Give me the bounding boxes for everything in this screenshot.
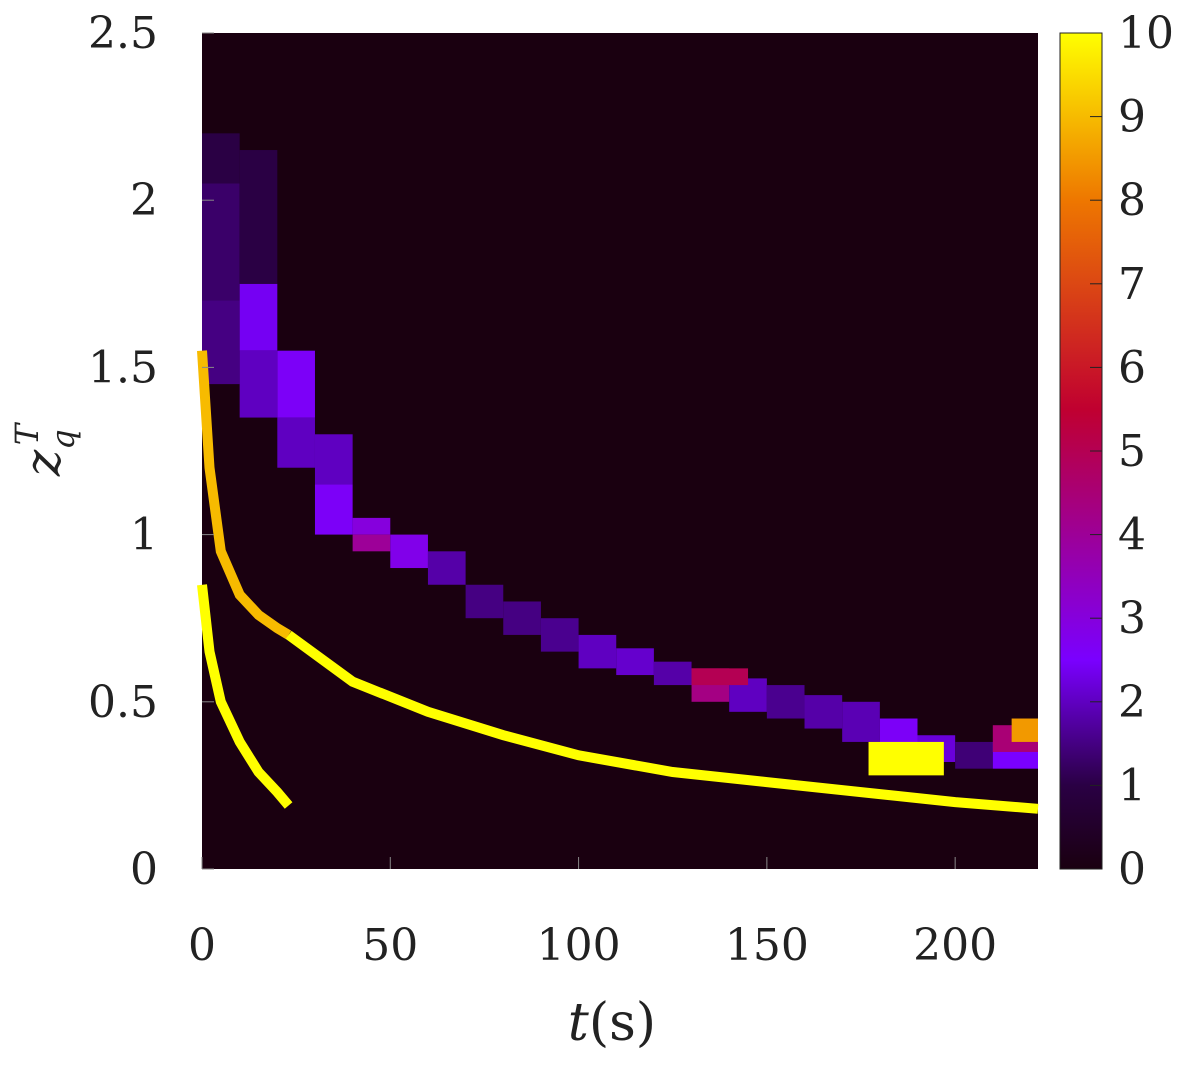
y-tick-label: 2.5: [88, 8, 158, 59]
heatmap-curves: [197, 350, 1039, 814]
colorbar-tick-label: 4: [1118, 510, 1146, 561]
heatmap-cell: [691, 668, 749, 686]
heatmap-cell: [868, 741, 944, 776]
colorbar-tick-label: 3: [1118, 593, 1146, 644]
heatmap-cell: [239, 150, 278, 284]
heatmap-cell: [465, 584, 504, 619]
x-tick-label: 50: [362, 920, 418, 971]
heatmap-curve: [197, 584, 293, 809]
colorbar-tick-label: 2: [1118, 677, 1146, 728]
colorbar-tick-label: 10: [1118, 8, 1174, 59]
y-tick-label: 1.5: [88, 342, 158, 393]
heatmap-cell: [202, 133, 240, 184]
colorbar-tick-label: 0: [1118, 844, 1146, 895]
heatmap-cell: [804, 695, 843, 729]
colorbar-tick-label: 1: [1118, 760, 1146, 811]
heatmap-cell: [390, 534, 428, 569]
heatmap-cell: [427, 551, 466, 585]
heatmap-cell: [352, 517, 391, 535]
y-axis-ticks: 0 0.5 1 1.5 2 2.5: [88, 8, 214, 895]
heatmap-cell: [766, 685, 805, 719]
heatmap-curve: [197, 350, 292, 640]
heatmap-cell: [653, 661, 692, 686]
colorbar-tick-label: 9: [1118, 92, 1146, 143]
y-tick-label: 0.5: [88, 677, 158, 728]
y-tick-label: 2: [130, 175, 158, 226]
heatmap-cell: [842, 701, 880, 742]
heatmap-cell: [1011, 718, 1038, 742]
heatmap-cell: [202, 300, 240, 385]
colorbar-ticks: 0 1 2 3 4 5 6 7 8 9 10: [1090, 8, 1174, 895]
y-tick-label: 0: [130, 844, 158, 895]
heatmap-cell: [239, 350, 278, 418]
heatmap-cell: [540, 618, 579, 652]
y-axis-label: zqT: [8, 421, 82, 477]
heatmap-cell: [277, 417, 315, 468]
heatmap-cell: [352, 534, 391, 552]
heatmap-cell: [616, 648, 654, 676]
heatmap-cell: [314, 434, 353, 485]
heatmap-cell: [955, 741, 993, 769]
heatmap-cell: [578, 634, 617, 669]
heatmap-cell: [277, 350, 315, 418]
x-tick-label: 100: [537, 920, 621, 971]
heatmap-cells: [202, 133, 1038, 776]
x-tick-label: 200: [913, 920, 997, 971]
colorbar-tick-label: 8: [1118, 175, 1146, 226]
colorbar-tick-label: 6: [1118, 342, 1146, 393]
heatmap-curve: [285, 630, 1039, 814]
heatmap-cell: [239, 283, 278, 351]
colorbar-tick-label: 5: [1118, 426, 1146, 477]
heatmap-cell: [503, 601, 541, 635]
x-tick-label: 150: [725, 920, 809, 971]
heatmap-cell: [202, 183, 240, 301]
y-tick-label: 1: [130, 510, 158, 561]
x-axis-ticks: 0 50 100 150 200: [188, 857, 997, 971]
heatmap-cell: [314, 484, 353, 535]
x-axis-label: t(s): [568, 993, 656, 1053]
colorbar-tick-label: 7: [1118, 259, 1146, 310]
x-tick-label: 0: [188, 920, 216, 971]
